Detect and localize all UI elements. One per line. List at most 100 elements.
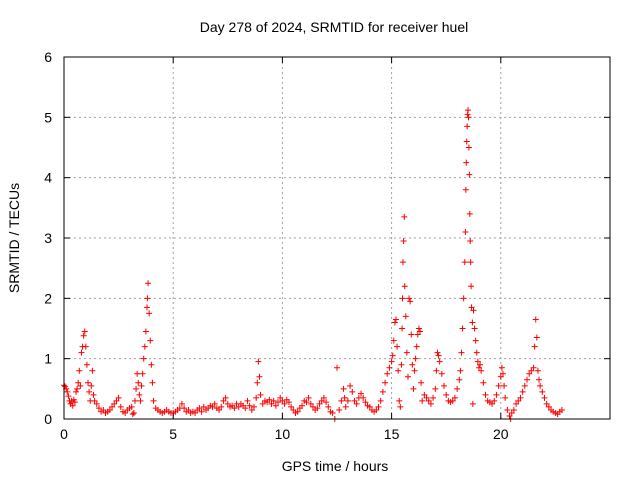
data-point <box>399 325 406 332</box>
data-point <box>254 379 261 386</box>
y-tick-label: 0 <box>44 411 52 427</box>
data-point <box>434 349 441 356</box>
x-tick-label: 0 <box>60 426 68 442</box>
data-point <box>398 361 405 368</box>
data-point <box>539 388 546 395</box>
chart-title: Day 278 of 2024, SRMTID for receiver hue… <box>200 19 468 35</box>
data-point <box>198 408 205 415</box>
data-point <box>141 343 148 350</box>
data-point <box>86 388 93 395</box>
data-point <box>407 298 414 305</box>
data-point <box>460 295 467 302</box>
data-point <box>469 319 476 326</box>
data-point <box>468 283 475 290</box>
data-point <box>130 409 137 416</box>
data-point <box>411 367 418 374</box>
data-point <box>85 379 92 386</box>
data-point <box>416 328 423 335</box>
data-point <box>366 403 373 410</box>
data-point <box>290 406 297 413</box>
data-point <box>400 238 407 245</box>
data-point <box>558 406 565 413</box>
data-point <box>266 396 273 403</box>
data-point <box>259 400 266 407</box>
data-point <box>83 361 90 368</box>
data-point <box>414 331 421 338</box>
data-point <box>316 400 323 407</box>
data-point <box>474 358 481 365</box>
data-point <box>493 391 500 398</box>
data-point <box>401 283 408 290</box>
data-point <box>244 397 251 404</box>
data-point <box>268 400 275 407</box>
data-point <box>133 385 140 392</box>
data-point <box>399 259 406 266</box>
data-point <box>111 400 118 407</box>
data-point <box>242 405 249 412</box>
data-point <box>478 367 485 374</box>
data-point <box>470 307 477 314</box>
data-point <box>305 394 312 401</box>
data-point <box>404 373 411 380</box>
data-point <box>543 400 550 407</box>
data-point <box>395 367 402 374</box>
data-point <box>181 405 188 412</box>
data-point <box>384 370 391 377</box>
data-point <box>532 316 539 323</box>
data-point <box>349 388 356 395</box>
data-point <box>257 391 264 398</box>
data-point <box>142 328 149 335</box>
data-point <box>307 400 314 407</box>
data-point <box>501 382 508 389</box>
data-point <box>413 343 420 350</box>
data-point <box>389 352 396 359</box>
data-point <box>499 370 506 377</box>
grid <box>64 57 610 419</box>
data-point <box>379 388 386 395</box>
data-point <box>497 373 504 380</box>
data-point <box>469 400 476 407</box>
data-point <box>526 370 533 377</box>
data-point <box>196 405 203 412</box>
data-point <box>482 391 489 398</box>
data-point <box>255 358 262 365</box>
data-point <box>508 409 515 416</box>
data-point <box>325 403 332 410</box>
data-point <box>224 400 231 407</box>
data-point <box>462 186 469 193</box>
data-points <box>61 107 565 422</box>
data-point <box>362 399 369 406</box>
data-point <box>209 403 216 410</box>
data-point <box>218 403 225 410</box>
data-point <box>377 397 384 404</box>
data-point <box>533 334 540 341</box>
data-point <box>459 325 466 332</box>
data-point <box>519 388 526 395</box>
y-tick-label: 6 <box>44 49 52 65</box>
data-point <box>117 403 124 410</box>
data-point <box>318 397 325 404</box>
data-point <box>517 394 524 401</box>
data-point <box>545 403 552 410</box>
data-point <box>502 394 509 401</box>
data-point <box>342 403 349 410</box>
data-point <box>399 295 406 302</box>
data-point <box>449 397 456 404</box>
x-tick-label: 15 <box>384 426 400 442</box>
data-point <box>524 376 531 383</box>
data-point <box>235 403 242 410</box>
data-point <box>88 382 95 389</box>
data-point <box>537 382 544 389</box>
data-point <box>279 397 286 404</box>
data-point <box>336 406 343 413</box>
data-point <box>65 393 72 400</box>
data-point <box>78 349 85 356</box>
data-point <box>75 379 82 386</box>
data-point <box>394 343 401 350</box>
data-point <box>504 406 511 413</box>
data-point <box>430 394 437 401</box>
data-point <box>468 304 475 311</box>
data-point <box>472 337 479 344</box>
data-point <box>461 259 468 266</box>
